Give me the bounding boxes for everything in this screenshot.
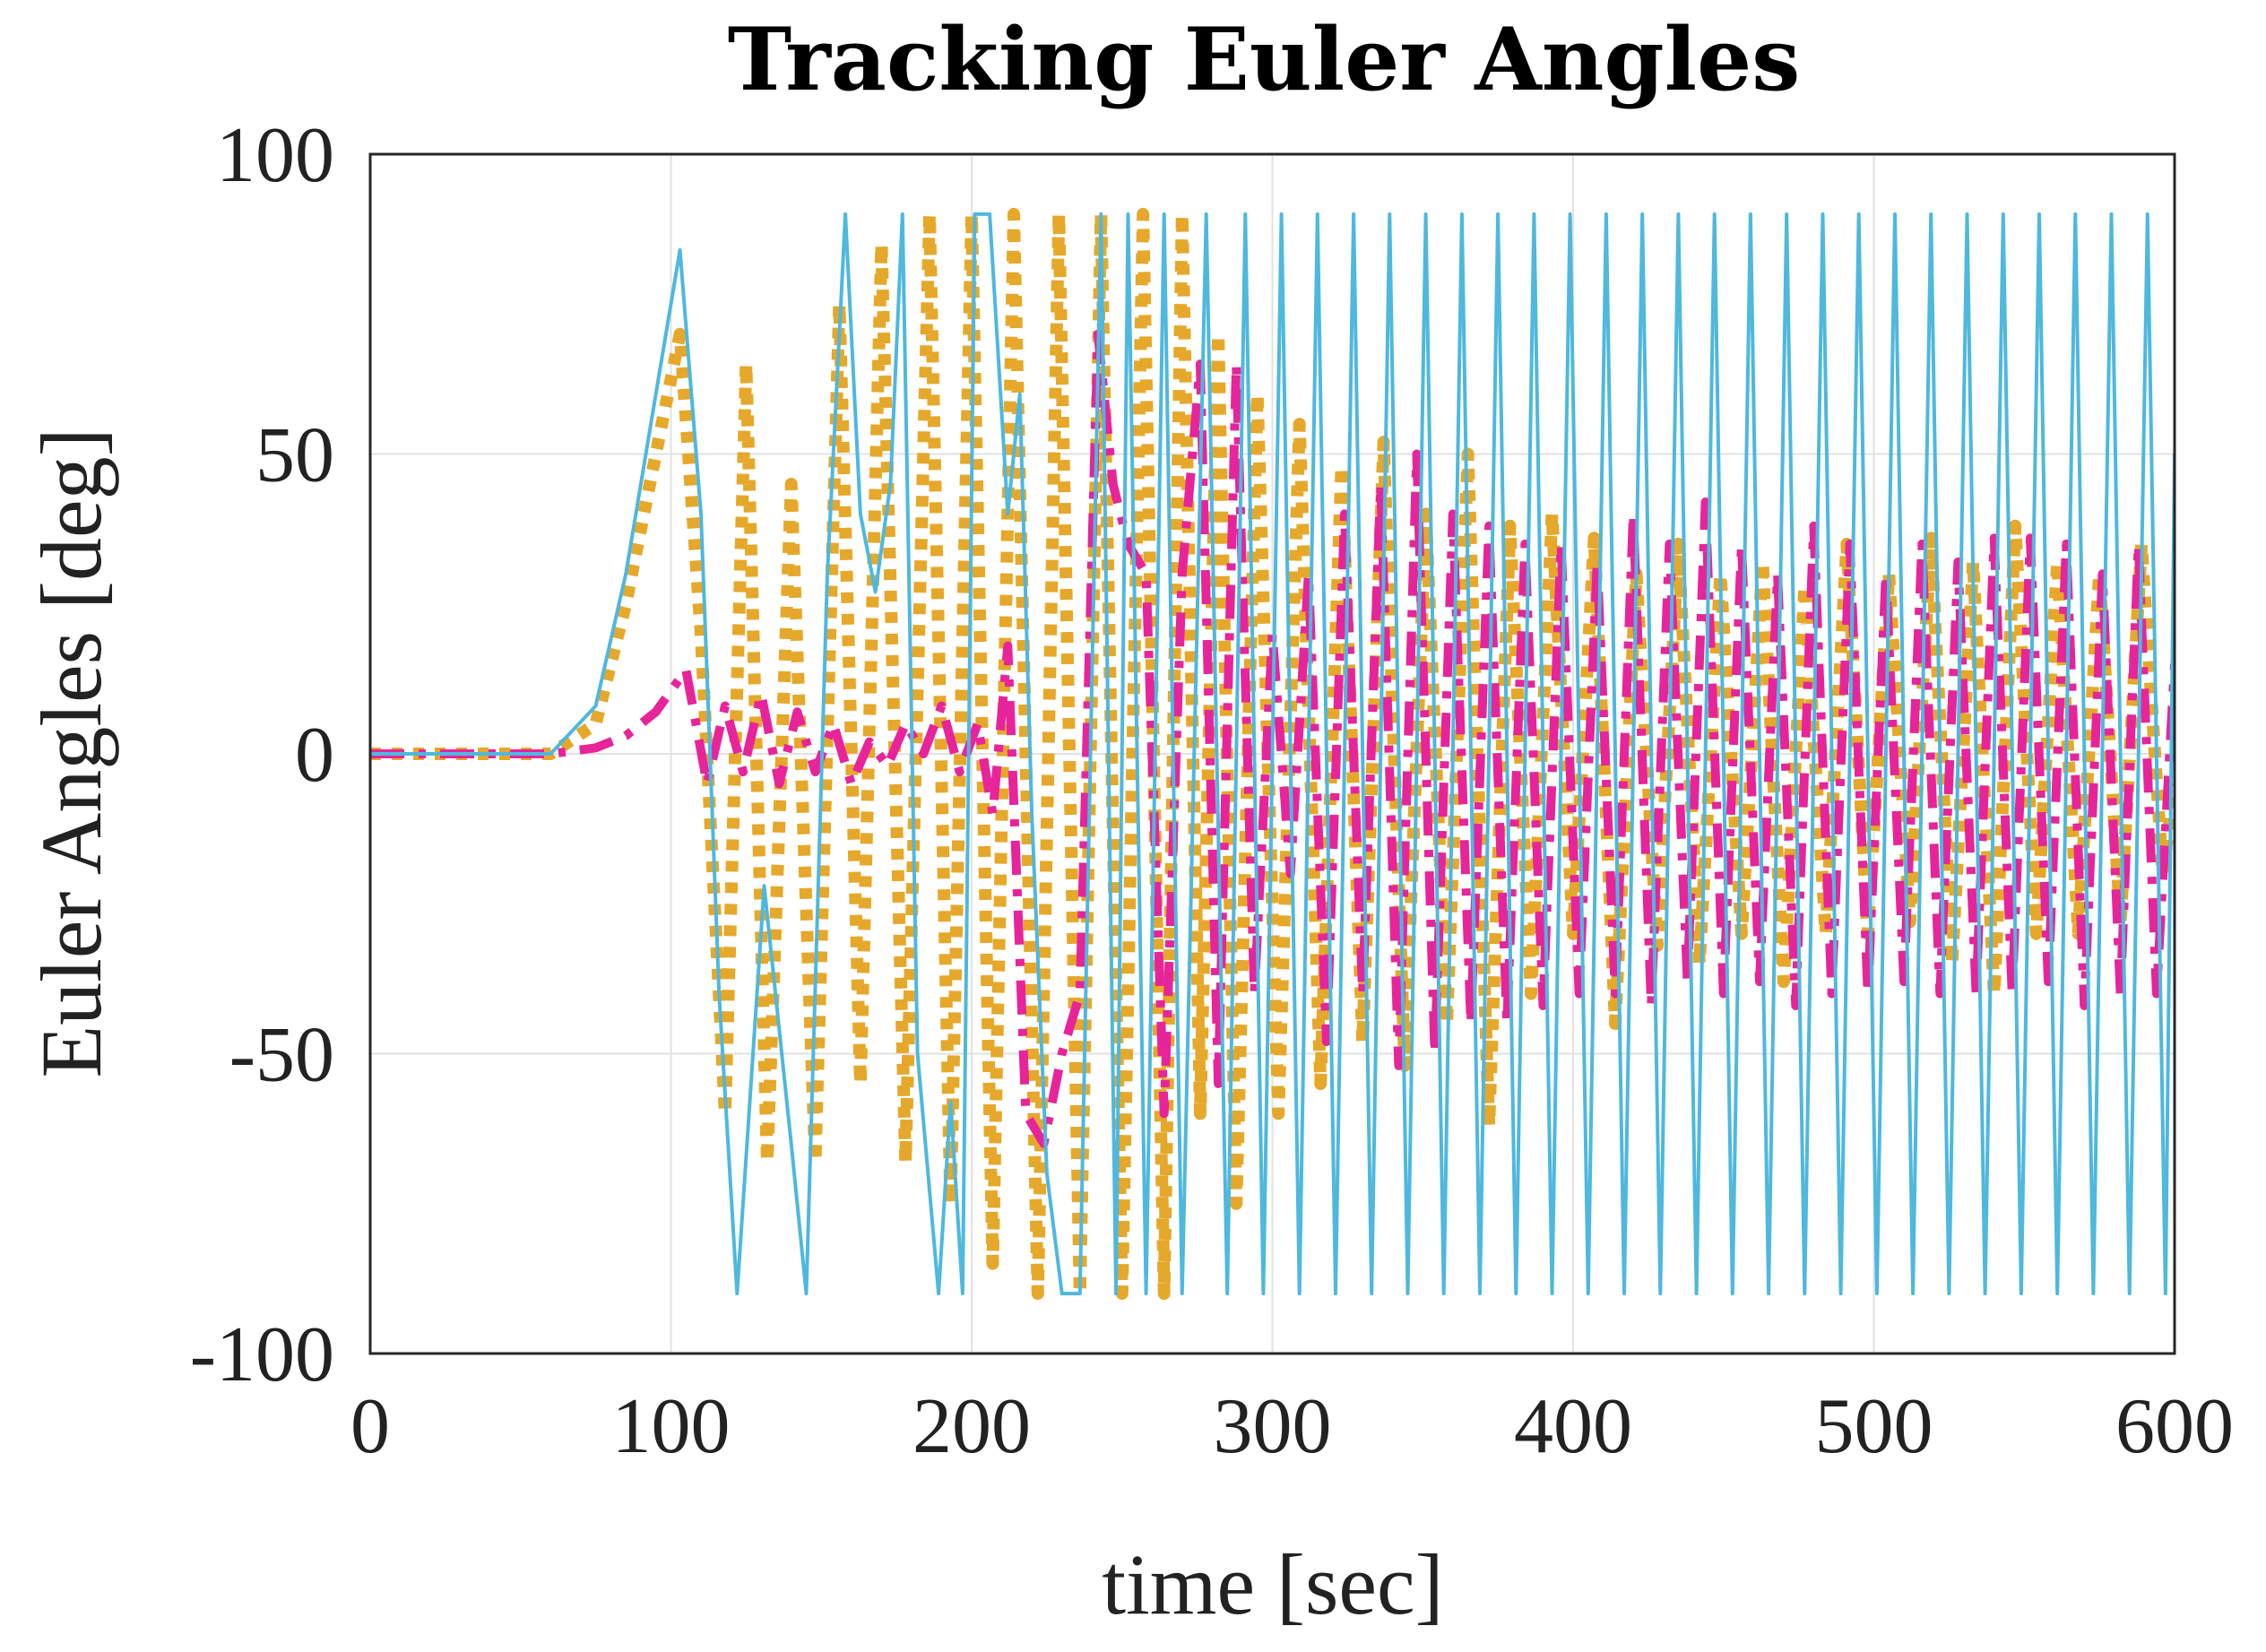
series-line-cyan-solid — [370, 212, 2175, 1296]
x-tick-label: 200 — [912, 1383, 1031, 1470]
series-layer — [370, 207, 2175, 1301]
y-tick-label: -100 — [190, 1311, 334, 1398]
y-axis-label: Euler Angles [deg] — [23, 428, 119, 1077]
tick-labels: 0 100 200 300 400 500 600 -100 -50 0 50 100 — [190, 112, 2234, 1470]
axes-frame — [368, 152, 2176, 1355]
x-axis-label: time [sec] — [1102, 1536, 1443, 1632]
plot-area — [370, 207, 2175, 1301]
series-line-orange-dotted — [370, 207, 2175, 1301]
chart-title: Tracking Euler Angles — [728, 9, 1801, 110]
x-tick-label: 0 — [350, 1383, 390, 1470]
y-tick-label: 100 — [216, 112, 334, 199]
y-tick-label: 50 — [255, 412, 334, 499]
x-tick-label: 500 — [1815, 1383, 1933, 1470]
x-tick-label: 300 — [1214, 1383, 1332, 1470]
x-tick-label: 400 — [1514, 1383, 1632, 1470]
y-tick-label: 0 — [295, 712, 334, 799]
y-tick-label: -50 — [229, 1012, 334, 1099]
series-line-magenta-dashdot — [370, 329, 2175, 1148]
x-tick-label: 100 — [612, 1383, 731, 1470]
x-tick-label: 600 — [2115, 1383, 2234, 1470]
